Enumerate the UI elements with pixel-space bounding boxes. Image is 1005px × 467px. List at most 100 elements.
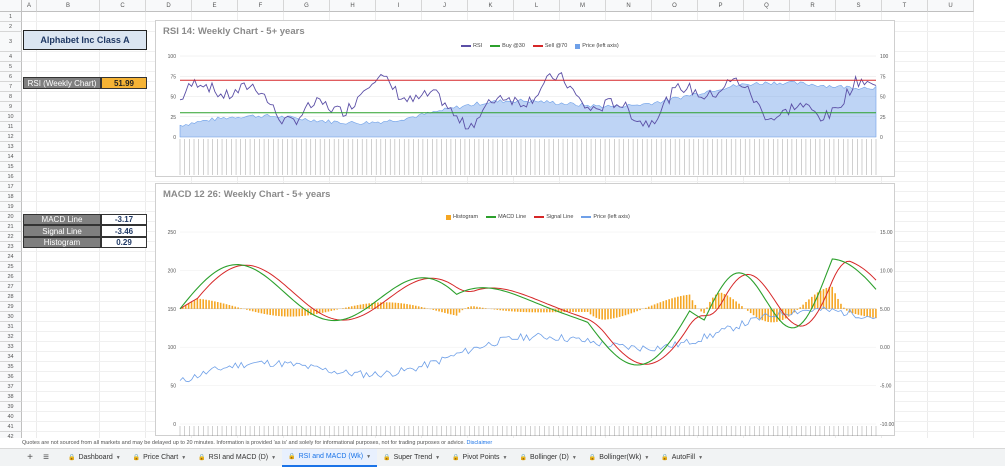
column-header-u[interactable]: U xyxy=(928,0,974,12)
sheet-tab-autofill[interactable]: 🔒AutoFill▼ xyxy=(655,449,709,467)
macd-line-label-cell[interactable]: MACD Line xyxy=(23,214,101,225)
row-header-15[interactable]: 15 xyxy=(0,162,22,172)
macd-chart[interactable]: MACD 12 26: Weekly Chart - 5+ years Hist… xyxy=(155,183,895,436)
sheet-tab-rsi-and-macd-wk-[interactable]: 🔒RSI and MACD (Wk)▼ xyxy=(282,449,377,467)
row-header-35[interactable]: 35 xyxy=(0,362,22,372)
column-header-a[interactable]: A xyxy=(22,0,37,12)
row-header-32[interactable]: 32 xyxy=(0,332,22,342)
row-header-34[interactable]: 34 xyxy=(0,352,22,362)
column-header-r[interactable]: R xyxy=(790,0,836,12)
sheet-tab-rsi-and-macd-d-[interactable]: 🔒RSI and MACD (D)▼ xyxy=(192,449,282,467)
sheet-tab-dashboard[interactable]: 🔒Dashboard▼ xyxy=(62,449,127,467)
tab-menu-caret-icon[interactable]: ▼ xyxy=(271,455,276,461)
row-header-2[interactable]: 2 xyxy=(0,22,22,32)
row-header-12[interactable]: 12 xyxy=(0,132,22,142)
column-header-d[interactable]: D xyxy=(146,0,192,12)
row-header-25[interactable]: 25 xyxy=(0,262,22,272)
row-header-26[interactable]: 26 xyxy=(0,272,22,282)
row-header-16[interactable]: 16 xyxy=(0,172,22,182)
column-header-g[interactable]: G xyxy=(284,0,330,12)
column-header-b[interactable]: B xyxy=(37,0,100,12)
select-all-corner[interactable] xyxy=(0,0,22,12)
tab-menu-caret-icon[interactable]: ▼ xyxy=(435,455,440,461)
row-header-29[interactable]: 29 xyxy=(0,302,22,312)
row-header-19[interactable]: 19 xyxy=(0,202,22,212)
column-header-m[interactable]: M xyxy=(560,0,606,12)
column-header-l[interactable]: L xyxy=(514,0,560,12)
row-header-13[interactable]: 13 xyxy=(0,142,22,152)
row-header-10[interactable]: 10 xyxy=(0,112,22,122)
column-header-p[interactable]: P xyxy=(698,0,744,12)
column-header-h[interactable]: H xyxy=(330,0,376,12)
disclaimer-link[interactable]: Disclaimer xyxy=(466,440,492,446)
histogram-bar xyxy=(383,302,385,308)
row-header-40[interactable]: 40 xyxy=(0,412,22,422)
all-sheets-icon[interactable]: ≡ xyxy=(38,452,54,463)
column-header-t[interactable]: T xyxy=(882,0,928,12)
rsi-value-cell[interactable]: 51.99 xyxy=(101,77,147,89)
row-header-4[interactable]: 4 xyxy=(0,52,22,62)
row-header-36[interactable]: 36 xyxy=(0,372,22,382)
column-header-n[interactable]: N xyxy=(606,0,652,12)
column-header-f[interactable]: F xyxy=(238,0,284,12)
histogram-value-cell[interactable]: 0.29 xyxy=(101,237,147,248)
sheet-tab-price-chart[interactable]: 🔒Price Chart▼ xyxy=(127,449,192,467)
macd-line-value-cell[interactable]: -3.17 xyxy=(101,214,147,225)
row-header-41[interactable]: 41 xyxy=(0,422,22,432)
row-header-22[interactable]: 22 xyxy=(0,232,22,242)
row-header-38[interactable]: 38 xyxy=(0,392,22,402)
column-header-i[interactable]: I xyxy=(376,0,422,12)
add-sheet-icon[interactable]: + xyxy=(22,452,38,463)
row-header-11[interactable]: 11 xyxy=(0,122,22,132)
row-header-18[interactable]: 18 xyxy=(0,192,22,202)
signal-line-label-cell[interactable]: Signal Line xyxy=(23,225,101,237)
row-header-24[interactable]: 24 xyxy=(0,252,22,262)
row-header-23[interactable]: 23 xyxy=(0,242,22,252)
tab-menu-caret-icon[interactable]: ▼ xyxy=(572,455,577,461)
row-header-14[interactable]: 14 xyxy=(0,152,22,162)
rsi-label-cell[interactable]: RSI (Weekly Chart) xyxy=(23,77,101,89)
row-header-9[interactable]: 9 xyxy=(0,102,22,112)
row-header-20[interactable]: 20 xyxy=(0,212,22,222)
row-header-30[interactable]: 30 xyxy=(0,312,22,322)
row-header-21[interactable]: 21 xyxy=(0,222,22,232)
sheet-tab-super-trend[interactable]: 🔒Super Trend▼ xyxy=(377,449,446,467)
company-title-cell[interactable]: Alphabet Inc Class A xyxy=(23,30,147,50)
column-header-k[interactable]: K xyxy=(468,0,514,12)
row-header-5[interactable]: 5 xyxy=(0,62,22,72)
rsi-chart[interactable]: RSI 14: Weekly Chart - 5+ years RSI Buy … xyxy=(155,20,895,177)
row-header-37[interactable]: 37 xyxy=(0,382,22,392)
sheet-tab-pivot-points[interactable]: 🔒Pivot Points▼ xyxy=(446,449,513,467)
tab-menu-caret-icon[interactable]: ▼ xyxy=(503,455,508,461)
histogram-label-cell[interactable]: Histogram xyxy=(23,237,101,248)
column-header-c[interactable]: C xyxy=(100,0,146,12)
row-header-31[interactable]: 31 xyxy=(0,322,22,332)
tab-menu-caret-icon[interactable]: ▼ xyxy=(644,455,649,461)
histogram-bar xyxy=(217,302,219,309)
column-header-j[interactable]: J xyxy=(422,0,468,12)
histogram-bar xyxy=(598,309,600,319)
row-header-33[interactable]: 33 xyxy=(0,342,22,352)
tab-menu-caret-icon[interactable]: ▼ xyxy=(366,454,371,460)
row-header-6[interactable]: 6 xyxy=(0,72,22,82)
row-header-28[interactable]: 28 xyxy=(0,292,22,302)
row-header-1[interactable]: 1 xyxy=(0,12,22,22)
column-header-s[interactable]: S xyxy=(836,0,882,12)
tab-menu-caret-icon[interactable]: ▼ xyxy=(698,455,703,461)
column-header-e[interactable]: E xyxy=(192,0,238,12)
row-header-27[interactable]: 27 xyxy=(0,282,22,292)
column-header-q[interactable]: Q xyxy=(744,0,790,12)
sheet-tab-bollinger-d-[interactable]: 🔒Bollinger (D)▼ xyxy=(513,449,582,467)
row-header-8[interactable]: 8 xyxy=(0,92,22,102)
row-header-3[interactable]: 3 xyxy=(0,32,22,52)
signal-line-value-cell[interactable]: -3.46 xyxy=(101,225,147,237)
row-header-7[interactable]: 7 xyxy=(0,82,22,92)
tab-menu-caret-icon[interactable]: ▼ xyxy=(116,455,121,461)
column-header-o[interactable]: O xyxy=(652,0,698,12)
tab-menu-caret-icon[interactable]: ▼ xyxy=(181,455,186,461)
row-header-17[interactable]: 17 xyxy=(0,182,22,192)
row-header-39[interactable]: 39 xyxy=(0,402,22,412)
grid-line xyxy=(973,12,974,438)
sheet-tab-bollinger-wk-[interactable]: 🔒Bollinger(Wk)▼ xyxy=(583,449,655,467)
